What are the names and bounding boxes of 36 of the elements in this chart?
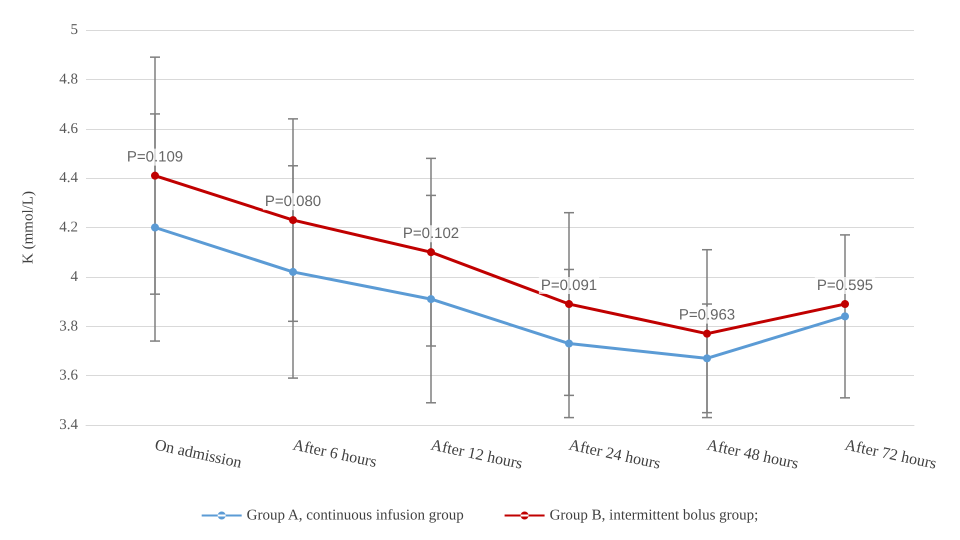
x-tick-label: After 6 hours bbox=[291, 436, 378, 472]
legend-label: Group B, intermittent bolus group; bbox=[550, 508, 758, 524]
point bbox=[565, 340, 573, 348]
legend-label: Group A, continuous infusion group bbox=[246, 508, 464, 524]
y-tick-label: 5 bbox=[70, 22, 78, 38]
x-tick-label: After 72 hours bbox=[843, 436, 938, 473]
annotation: P=0.091 bbox=[540, 277, 598, 294]
y-tick-label: 4.8 bbox=[59, 71, 78, 88]
annotation: P=0.102 bbox=[402, 225, 460, 242]
point bbox=[427, 248, 435, 256]
point bbox=[703, 330, 711, 338]
y-axis-title: K (mmol/L) bbox=[20, 191, 36, 264]
y-tick-label: 4.2 bbox=[59, 220, 78, 236]
x-tick-label: After 24 hours bbox=[567, 436, 662, 473]
y-tick-label: 3.4 bbox=[59, 417, 78, 433]
annotation: P=0.109 bbox=[126, 148, 184, 166]
annotation: P=0.080 bbox=[264, 193, 322, 210]
y-tick-label: 4.4 bbox=[59, 170, 78, 186]
point bbox=[841, 312, 849, 320]
point bbox=[565, 300, 573, 308]
x-tick-label: On admission bbox=[153, 436, 244, 472]
x-tick-label: After 12 hours bbox=[429, 436, 524, 473]
y-tick-label: 3.6 bbox=[59, 368, 78, 384]
point bbox=[151, 172, 159, 180]
y-tick-label: 3.8 bbox=[59, 318, 78, 334]
point bbox=[841, 300, 849, 308]
point bbox=[289, 216, 297, 224]
point bbox=[427, 295, 435, 304]
annotation: P=0.595 bbox=[816, 277, 874, 294]
annotation: P=0.963 bbox=[678, 306, 736, 324]
x-tick-label: After 48 hours bbox=[705, 436, 800, 473]
point bbox=[703, 354, 711, 362]
point bbox=[151, 224, 159, 232]
point bbox=[289, 268, 297, 276]
y-tick-label: 4 bbox=[70, 268, 78, 285]
y-tick-label: 4.6 bbox=[59, 120, 78, 137]
